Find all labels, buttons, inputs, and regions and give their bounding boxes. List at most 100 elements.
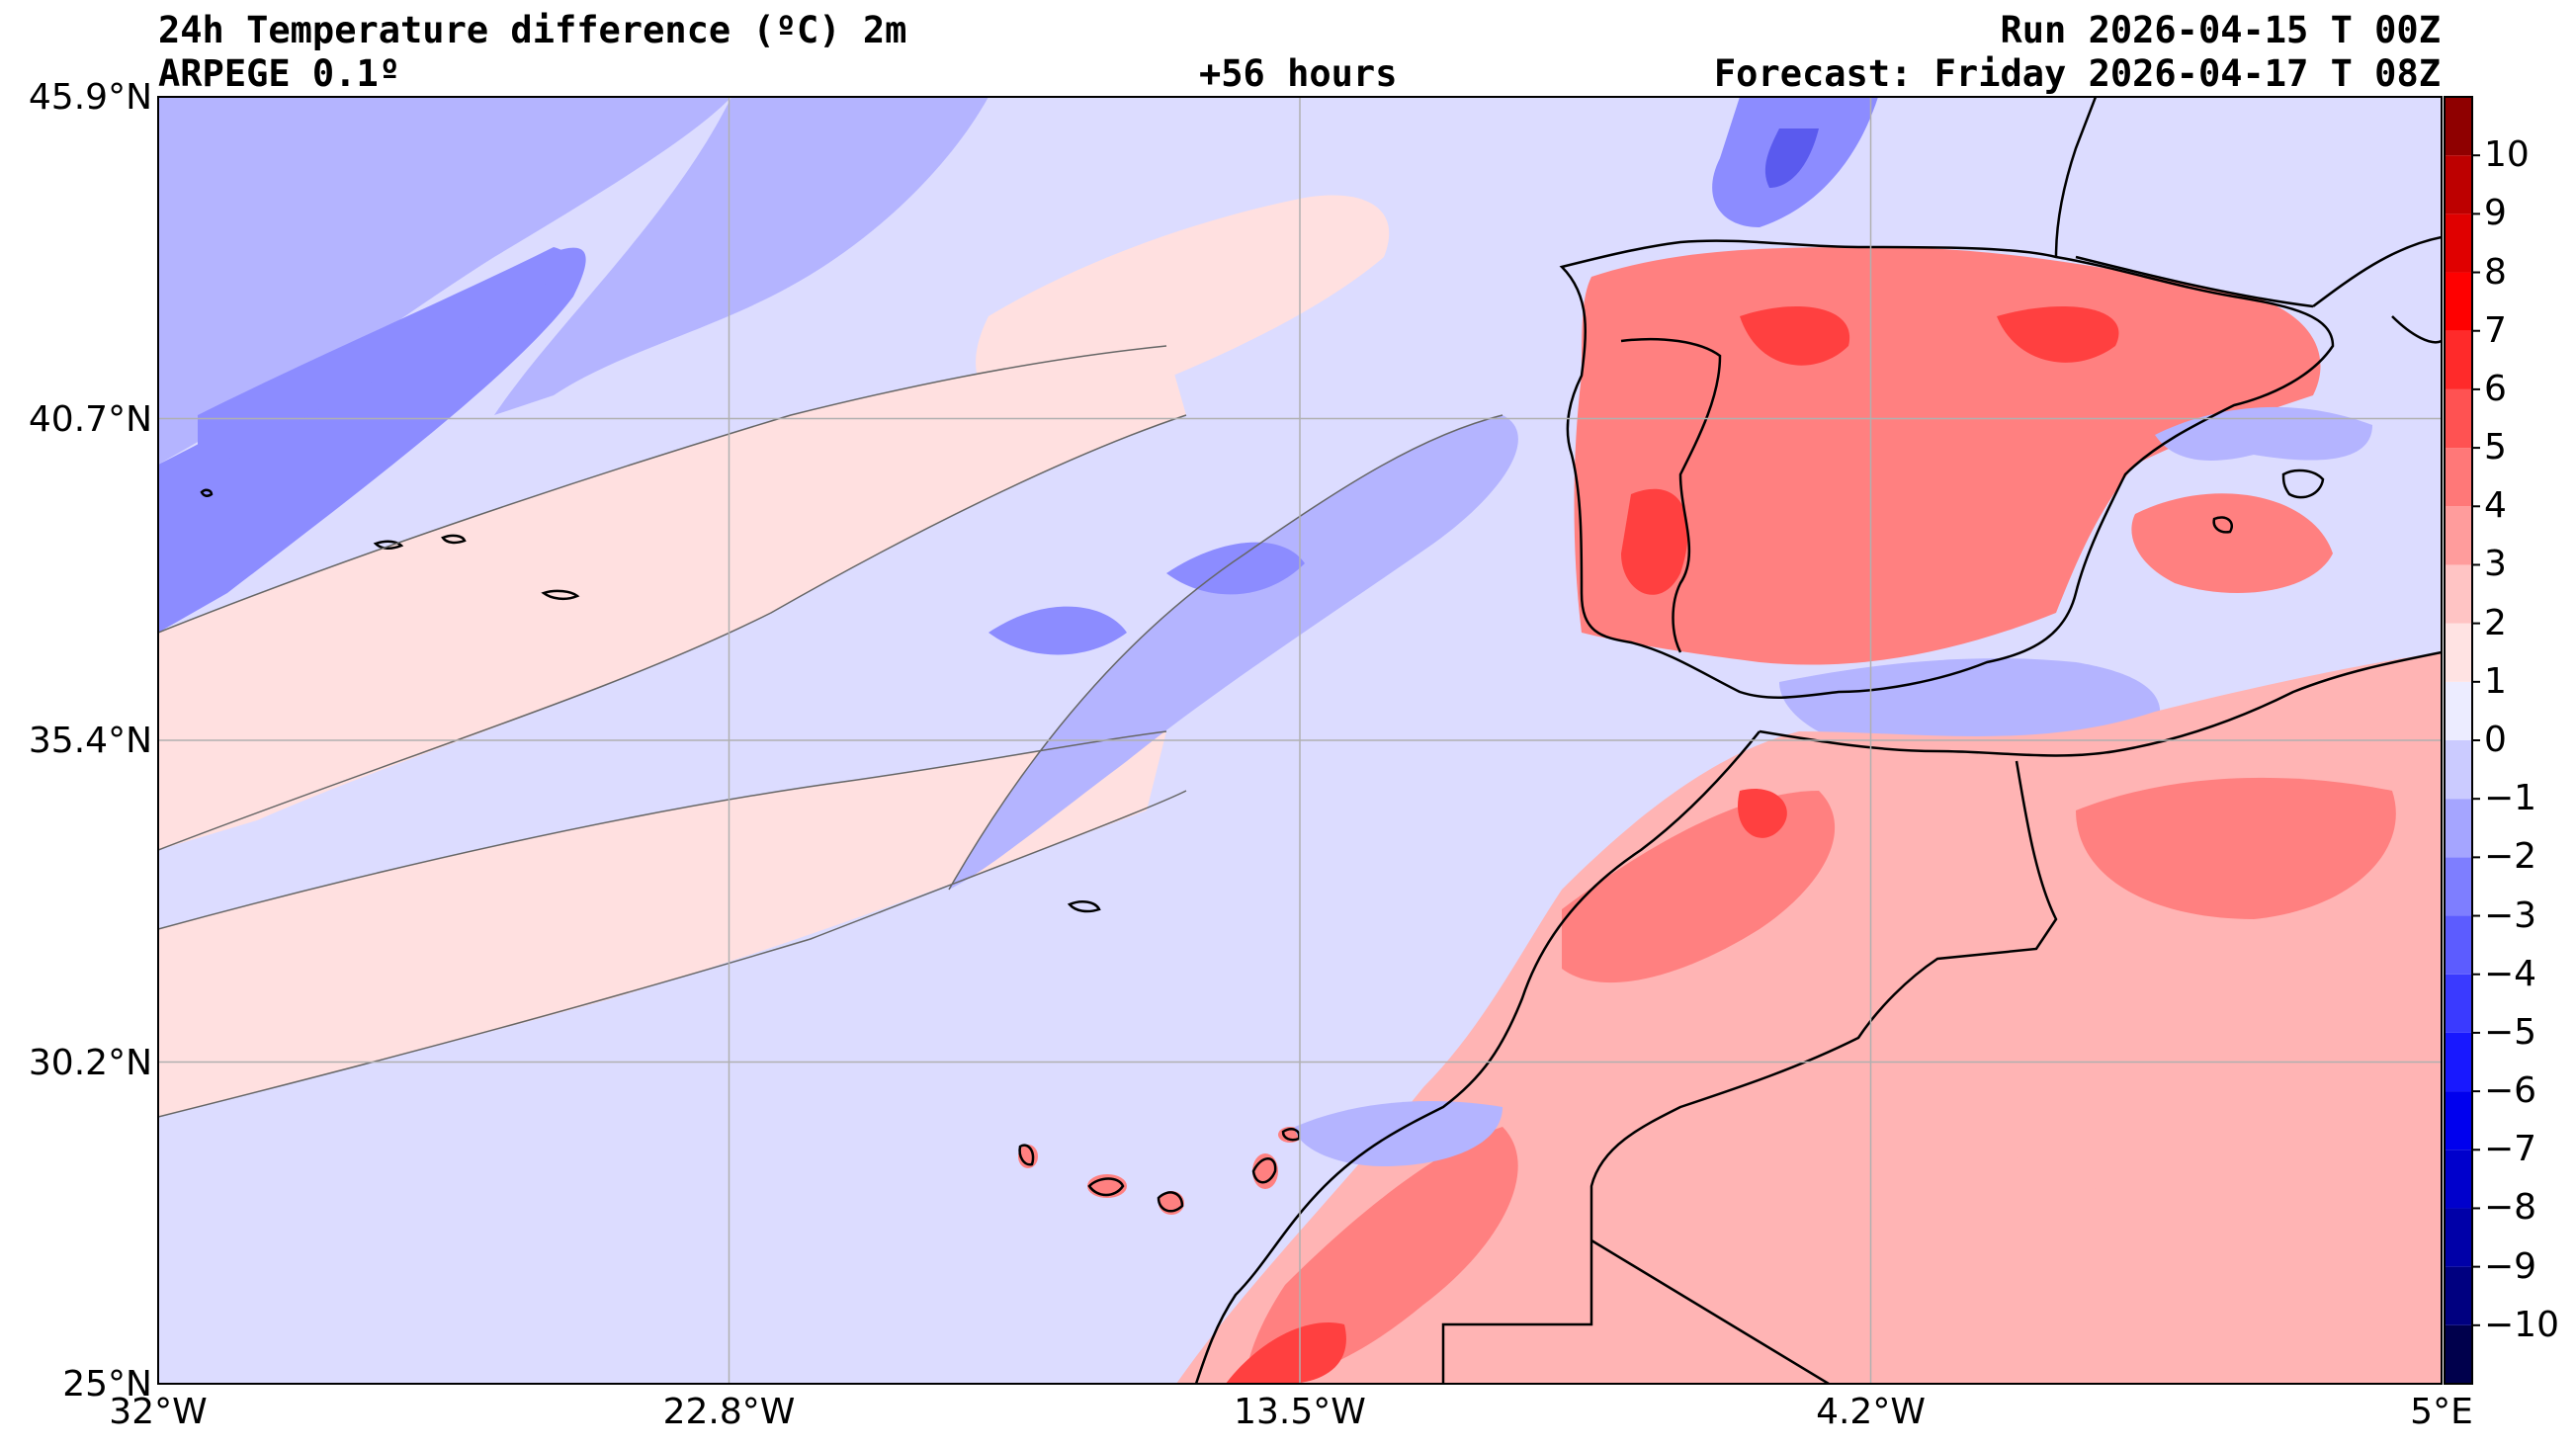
colorbar-segment [2445,564,2472,624]
africa-hot-north [1738,789,1787,838]
africa-north-coast [1759,650,2442,757]
colorbar-segment [2445,623,2472,682]
cold-core-central [988,542,1305,655]
longitude-label: 13.5°W [1234,1392,1366,1432]
gibraltar-cold [1779,658,2161,755]
colorbar-segment [2445,1324,2472,1384]
colorbar [2445,97,2472,1384]
colorbar-tick-label: −9 [2484,1245,2537,1287]
map-title: 24h Temperature difference (ºC) 2m [158,9,907,51]
cold-off-morocco [1295,1101,1503,1166]
africa-warm-strong [1562,791,1836,983]
latitude-label: 35.4°N [28,721,152,761]
zero-contours [158,345,1503,1118]
iberia-hot-1 [1621,488,1688,595]
colorbar-segment [2445,799,2472,858]
canary-5 [1281,1128,1301,1142]
colorbar-segment [2445,506,2472,565]
colorbar-segment [2445,681,2472,740]
colorbar-tick-label: −2 [2484,836,2537,878]
africa-hot-south [1226,1322,1346,1384]
warm-band-mid [158,346,1186,850]
colorbar-tick-label: 10 [2484,134,2530,176]
colorbar-tick-label: 8 [2484,251,2507,293]
balearic-warm [2131,493,2333,593]
warm-band-south [158,731,1166,1117]
colorbar-segment [2445,155,2472,214]
iberia-cold-strip [2155,406,2372,461]
morocco-coast [1194,730,1760,1384]
lead-time-label: +56 hours [1199,52,1398,95]
cold-core-nw-2 [198,247,566,474]
africa-warm-east [2076,777,2396,919]
colorbar-tick-label: 9 [2484,193,2507,234]
model-label: ARPEGE 0.1º [158,52,401,95]
latitude-label: 25°N [62,1364,152,1405]
cold-core-nw [158,247,586,633]
colorbar-segment [2445,1150,2472,1209]
cold-streak-central [949,415,1518,890]
colorbar-segment [2445,915,2472,975]
latitude-label: 30.2°N [28,1042,152,1083]
longitude-label: 5°E [2410,1392,2473,1432]
colorbar-segment [2445,857,2472,916]
cold-north-bay-core [1764,128,1819,188]
azores-3 [441,534,467,545]
warm-band-north [976,195,1390,417]
colorbar-segment [2445,448,2472,507]
colorbar-tick-label: 3 [2484,544,2507,585]
madeira [1067,900,1101,913]
colorbar-tick-label: 5 [2484,427,2507,468]
colorbar-tick-label: 6 [2484,368,2507,409]
colorbar-tick-label: −6 [2484,1070,2537,1112]
colorbar-tick-label: −7 [2484,1129,2537,1170]
colorbar-segment [2445,1032,2472,1092]
portugal-border [1620,337,1722,653]
colorbar-tick-label: 0 [2484,720,2507,760]
latitude-label: 40.7°N [28,398,152,440]
africa-warm-south [1245,1127,1518,1384]
colorbar-segment [2445,213,2472,273]
colorbar-segment [2445,1208,2472,1267]
canary-2 [1087,1177,1125,1197]
azores-2 [373,540,404,550]
iberia-warm [1574,247,2321,665]
colorbar-tick-label: −5 [2484,1011,2537,1053]
cold-band-nw-2 [494,97,988,415]
mediterranean-north [2312,235,2442,308]
longitude-label: 4.2°W [1816,1392,1926,1432]
africa-warm-east-2 [1963,967,2372,1207]
balearic-isle [2212,516,2233,534]
colorbar-segment [2445,388,2472,449]
forecast-label: Forecast: Friday 2026-04-17 T 08Z [1713,52,2441,95]
pyrenees [2075,255,2314,308]
france-coast [2054,97,2098,258]
colorbar-tick-label: −1 [2484,778,2537,819]
graticule [158,97,2442,1384]
mali-border [1590,1238,1830,1384]
longitude-label: 22.8°W [662,1392,796,1432]
colorbar-segment [2445,1266,2472,1325]
colorbar-tick-label: 4 [2484,485,2507,527]
colorbar-segment [2445,1091,2472,1150]
colorbar-tick-label: −3 [2484,894,2537,936]
iberia-coast [1559,239,2335,699]
colorbar-ticks [2472,154,2480,1326]
algeria-morocco-border [1441,760,2058,1384]
run-label: Run 2026-04-15 T 00Z [2000,9,2441,51]
azores-4 [200,488,214,497]
italy-west [2391,315,2442,344]
colorbar-tick-label: −4 [2484,953,2537,994]
colorbar-tick-label: 2 [2484,602,2507,643]
coastlines [200,97,2442,1384]
canary-3 [1157,1191,1184,1213]
iberia-hot-2 [1740,306,1850,366]
longitude-label: 32°W [109,1392,208,1432]
iberia-hot-3 [1997,306,2119,363]
colorbar-tick-label: 7 [2484,309,2507,351]
canary-4 [1251,1157,1277,1184]
colorbar-tick-label: 1 [2484,660,2507,702]
colorbar-segment [2445,974,2472,1033]
map-frame [157,96,2443,1385]
